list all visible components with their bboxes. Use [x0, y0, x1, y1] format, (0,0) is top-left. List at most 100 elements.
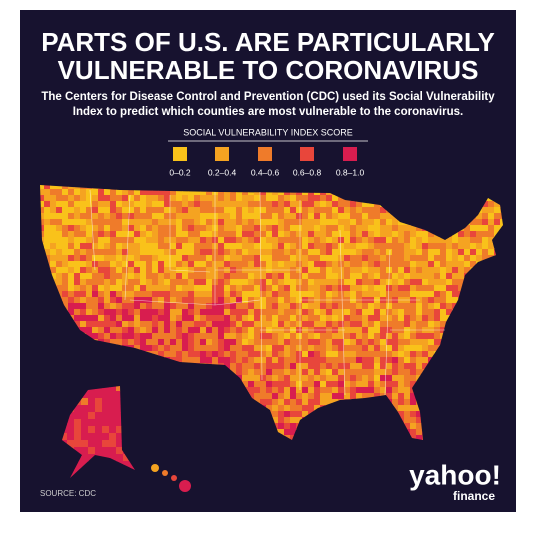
county-patch	[200, 231, 207, 238]
county-patch	[80, 279, 87, 286]
county-patch	[440, 309, 447, 316]
county-patch	[224, 357, 231, 364]
county-patch	[320, 303, 327, 310]
county-patch	[44, 185, 51, 190]
county-patch	[242, 207, 249, 214]
county-patch	[80, 273, 87, 280]
county-patch	[272, 207, 279, 214]
county-patch	[104, 267, 111, 274]
county-patch	[224, 351, 231, 358]
county-patch	[62, 279, 69, 286]
county-patch	[40, 225, 45, 232]
county-patch	[422, 357, 429, 364]
county-patch	[140, 273, 147, 280]
county-patch	[404, 339, 411, 346]
county-patch	[176, 225, 183, 232]
county-patch	[182, 357, 189, 364]
county-patch	[284, 411, 291, 418]
county-patch	[164, 237, 171, 244]
county-patch	[350, 327, 357, 334]
county-patch	[80, 189, 87, 196]
county-patch	[242, 243, 249, 250]
county-patch	[140, 291, 147, 298]
county-patch	[164, 333, 171, 340]
county-patch	[362, 261, 369, 268]
county-patch	[260, 261, 267, 268]
county-patch	[152, 213, 159, 220]
county-patch	[314, 195, 321, 202]
county-patch	[314, 351, 321, 358]
county-patch	[140, 237, 147, 244]
county-patch	[374, 243, 381, 250]
county-patch	[266, 381, 273, 388]
county-patch	[320, 345, 327, 352]
county-patch	[170, 297, 177, 304]
county-patch	[146, 243, 153, 250]
county-patch	[116, 419, 124, 427]
county-patch	[386, 315, 393, 322]
county-patch	[320, 339, 327, 346]
county-patch	[74, 273, 81, 280]
legend-swatch	[215, 147, 229, 161]
county-patch	[109, 386, 117, 392]
county-patch	[308, 315, 315, 322]
county-patch	[110, 291, 117, 298]
county-patch	[422, 285, 429, 292]
county-patch	[374, 375, 381, 382]
county-patch	[152, 285, 159, 292]
county-patch	[236, 207, 243, 214]
county-patch	[332, 255, 339, 262]
county-patch	[248, 315, 255, 322]
county-patch	[272, 381, 279, 388]
county-patch	[356, 381, 363, 388]
county-patch	[230, 249, 237, 256]
county-patch	[158, 297, 165, 304]
county-patch	[296, 369, 303, 376]
county-patch	[128, 309, 135, 316]
county-patch	[344, 315, 351, 322]
county-patch	[308, 321, 315, 328]
county-patch	[260, 339, 267, 346]
county-patch	[380, 369, 387, 376]
county-patch	[140, 201, 147, 208]
county-patch	[296, 405, 303, 412]
county-patch	[488, 219, 495, 226]
county-patch	[362, 291, 369, 298]
county-patch	[146, 231, 153, 238]
county-patch	[254, 243, 261, 250]
county-patch	[56, 285, 63, 292]
county-patch	[88, 433, 96, 441]
county-patch	[109, 447, 117, 455]
county-patch	[50, 255, 57, 262]
county-patch	[182, 219, 189, 226]
county-patch	[88, 454, 96, 462]
county-patch	[458, 255, 465, 262]
county-patch	[92, 255, 99, 262]
county-patch	[308, 249, 315, 256]
county-patch	[80, 261, 87, 268]
county-patch	[224, 201, 231, 208]
county-patch	[344, 303, 351, 310]
county-patch	[242, 333, 249, 340]
county-patch	[170, 315, 177, 322]
county-patch	[278, 363, 285, 370]
county-patch	[344, 333, 351, 340]
county-patch	[386, 387, 393, 394]
county-patch	[128, 255, 135, 262]
county-patch	[440, 255, 447, 262]
county-patch	[188, 213, 195, 220]
county-patch	[368, 333, 375, 340]
county-patch	[326, 315, 333, 322]
county-patch	[422, 243, 429, 250]
county-patch	[428, 261, 435, 268]
title-line: VULNERABLE TO CORONAVIRUS	[58, 55, 479, 85]
county-patch	[116, 213, 123, 220]
county-patch	[56, 195, 63, 202]
county-patch	[440, 261, 447, 268]
county-patch	[200, 309, 207, 316]
county-patch	[344, 387, 351, 394]
county-patch	[200, 243, 207, 250]
county-patch	[458, 285, 465, 292]
county-patch	[278, 423, 285, 430]
county-patch	[374, 339, 381, 346]
